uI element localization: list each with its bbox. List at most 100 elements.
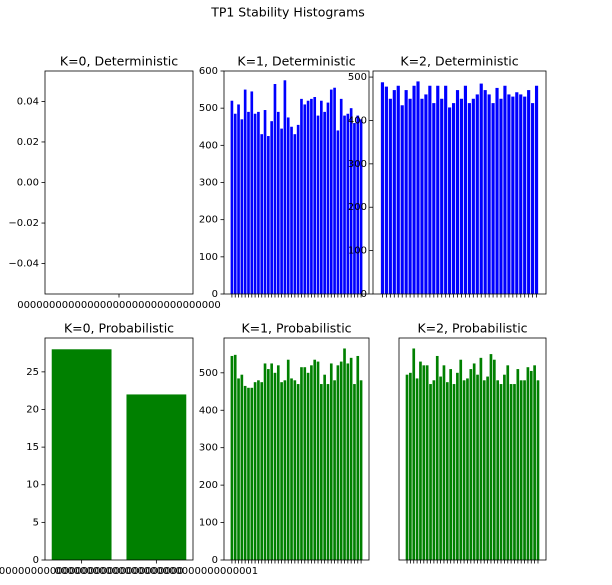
bar [526, 367, 530, 560]
y-tick-label: 300 [199, 443, 218, 454]
bar [380, 82, 385, 295]
bar [339, 361, 343, 560]
bar [247, 387, 250, 560]
y-tick-label: 20 [26, 404, 39, 415]
y-tick-label: 10 [26, 480, 39, 491]
bar [323, 111, 326, 294]
bar [449, 369, 453, 560]
x-tick-label: 00000000000000000000000000000000 [17, 300, 221, 311]
bar [489, 354, 493, 560]
bar [523, 380, 526, 560]
bar [432, 103, 436, 294]
bar [422, 365, 426, 560]
bar [273, 372, 277, 560]
y-tick-label: 0.00 [17, 178, 39, 189]
bar [247, 111, 250, 294]
y-tick-label: 200 [199, 215, 218, 226]
bar [471, 98, 475, 294]
axes-frame [223, 337, 370, 561]
bar [276, 365, 280, 560]
bar [416, 81, 420, 295]
bar [516, 369, 520, 560]
y-tick-label: 400 [348, 115, 367, 126]
bar [412, 348, 416, 560]
bar [310, 365, 313, 560]
bar [359, 380, 363, 560]
bar [513, 384, 516, 560]
bar [519, 380, 523, 560]
bar [475, 94, 479, 295]
bar [243, 385, 247, 560]
bar [432, 380, 436, 560]
bar [233, 113, 237, 294]
bar [495, 87, 499, 295]
subplot: K=2, Probabilistic [398, 321, 547, 564]
bar [306, 372, 310, 560]
bar [472, 363, 476, 560]
y-tick-label: 500 [348, 72, 367, 83]
bar [250, 387, 254, 560]
bar [459, 98, 464, 294]
bar [439, 376, 442, 560]
bar [346, 113, 350, 294]
x-tick-label: 00000000000000000000000000000000 [0, 566, 183, 577]
bar [476, 374, 479, 560]
bar [250, 91, 254, 294]
bar [463, 85, 468, 294]
bar [300, 98, 303, 294]
bar [451, 103, 456, 294]
bar [435, 355, 439, 560]
bar [296, 384, 300, 560]
bar [333, 87, 336, 294]
bar [486, 376, 489, 560]
bar [424, 94, 428, 295]
bar [436, 85, 440, 294]
bar [276, 111, 280, 294]
bar [419, 361, 422, 560]
y-tick-label: 15 [26, 442, 39, 453]
bar [286, 117, 290, 294]
bar [267, 136, 270, 294]
bar [536, 380, 540, 560]
bar [339, 98, 343, 294]
bar [499, 98, 503, 294]
figure-title: TP1 Stability Histograms [210, 5, 365, 20]
bar [523, 96, 527, 294]
bar [462, 380, 466, 560]
axes-frame [398, 337, 547, 561]
bar [469, 369, 473, 560]
bar [479, 83, 483, 294]
subplot-title: K=1, Probabilistic [241, 321, 351, 336]
bar [509, 384, 513, 560]
bar [290, 126, 293, 294]
bar [343, 115, 346, 294]
bar [408, 98, 412, 294]
bar [507, 94, 511, 295]
bar [496, 380, 500, 560]
bar [316, 115, 320, 294]
bar [126, 394, 187, 560]
bar [445, 382, 449, 560]
bar [313, 359, 317, 560]
y-tick-label: 0.04 [17, 96, 39, 107]
bar [237, 378, 240, 560]
bar [233, 354, 237, 560]
subplot: 0 100 200 300 400 500 K=2, Deterministic [348, 54, 547, 300]
bar [466, 378, 469, 560]
bar [440, 98, 444, 294]
bar [240, 119, 244, 294]
bar [273, 84, 277, 294]
bar [303, 104, 307, 294]
bar [260, 382, 264, 560]
y-tick-label: 200 [199, 480, 218, 491]
bar [346, 363, 350, 560]
bar [483, 90, 487, 294]
bar [290, 378, 293, 560]
bar [303, 367, 307, 560]
subplot-title: K=0, Probabilistic [64, 321, 174, 336]
bar [359, 119, 363, 294]
bar [503, 85, 507, 294]
subplot-title: K=2, Probabilistic [417, 321, 527, 336]
bar [293, 134, 297, 294]
